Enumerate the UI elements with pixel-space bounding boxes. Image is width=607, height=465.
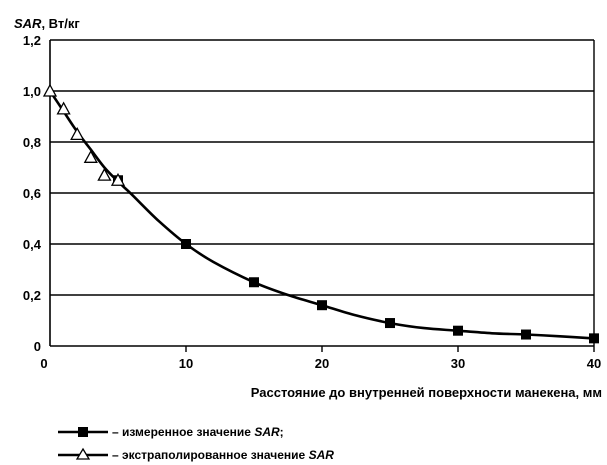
y-axis-title: SAR, Вт/кг [14,16,80,31]
y-tick-label: 0,2 [23,288,41,303]
y-tick-label: 0,8 [23,135,41,150]
x-tick-labels: 0 10 20 30 40 [40,346,601,371]
extrapolated-point [71,128,83,139]
x-axis-title: Расстояние до внутренней поверхности ман… [251,385,602,400]
x-tick-label: 20 [315,356,329,371]
legend-label-extrapolated: – экстраполированное значение SAR [112,448,334,462]
legend-item-measured: – измеренное значение SAR; [58,425,284,439]
x-tick-label: 0 [40,356,47,371]
legend-label-extrapolated-var: SAR [309,448,335,462]
legend-item-extrapolated: – экстраполированное значение SAR [58,448,334,462]
x-tick-label: 30 [451,356,465,371]
data-markers [44,85,599,343]
measured-point [453,326,463,336]
measured-point [385,318,395,328]
y-tick-label: 0 [34,339,41,354]
gridlines [50,40,594,295]
x-tick-label: 40 [587,356,601,371]
y-axis-title-var: SAR [14,16,42,31]
measured-point [317,300,327,310]
legend-label-measured: – измеренное значение SAR; [112,425,284,439]
y-tick-label: 0,4 [23,237,42,252]
legend-label-measured-prefix: – измеренное значение [112,425,254,439]
legend-label-measured-var: SAR [254,425,280,439]
legend-label-measured-suffix: ; [280,425,284,439]
legend-marker-measured [78,427,88,437]
legend-label-extrapolated-prefix: – экстраполированное значение [112,448,309,462]
x-tick-label: 10 [179,356,193,371]
y-tick-label: 1,2 [23,33,41,48]
measured-point [521,330,531,340]
measured-point [181,239,191,249]
y-tick-label: 0,6 [23,186,41,201]
y-tick-label: 1,0 [23,84,41,99]
measured-point [589,333,599,343]
y-tick-labels: 0 0,2 0,4 0,6 0,8 1,0 1,2 [23,33,42,354]
y-axis-title-unit: , Вт/кг [41,16,80,31]
measured-point [249,277,259,287]
legend: – измеренное значение SAR; – экстраполир… [58,425,334,462]
